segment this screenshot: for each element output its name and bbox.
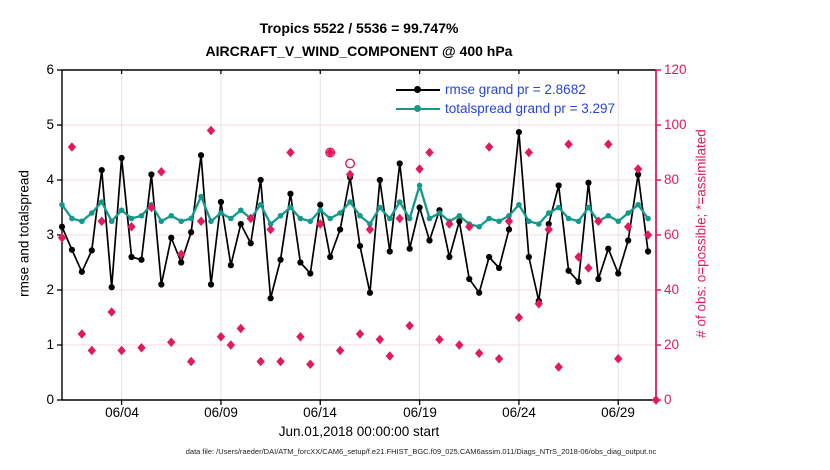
right-ytick-60: 60: [664, 227, 680, 242]
rmse-marker-icon: [414, 86, 421, 93]
left-ytick-3: 3: [46, 227, 54, 242]
right-ytick-0: 0: [664, 392, 672, 407]
left-ytick-0: 0: [46, 392, 54, 407]
left-ytick-2: 2: [46, 282, 54, 297]
totalspread-line-sample: [396, 105, 440, 112]
right-ytick-20: 20: [664, 337, 680, 352]
rmse-line-sample: [396, 86, 440, 93]
xtick-0619: 06/19: [403, 405, 437, 420]
totalspread-marker-icon: [414, 105, 421, 112]
left-ytick-5: 5: [46, 117, 54, 132]
chart-subtitle: AIRCRAFT_V_WIND_COMPONENT @ 400 hPa: [205, 43, 513, 59]
xtick-0624: 06/24: [502, 405, 536, 420]
right-ytick-120: 120: [664, 62, 687, 77]
left-ytick-1: 1: [46, 337, 54, 352]
x-axis-label: Jun.01,2018 00:00:00 start: [278, 424, 440, 439]
right-ytick-100: 100: [664, 117, 687, 132]
legend-label-rmse: rmse grand pr = 2.8682: [445, 82, 586, 97]
left-ytick-4: 4: [46, 172, 54, 187]
right-ytick-40: 40: [664, 282, 680, 297]
legend-entry-totalspread: totalspread grand pr = 3.297: [396, 99, 615, 118]
xtick-0629: 06/29: [601, 405, 635, 420]
chart-title: Tropics 5522 / 5536 = 99.747%: [259, 20, 459, 36]
xtick-0609: 06/09: [204, 405, 238, 420]
data-file-path: data file: /Users/raeder/DAI/ATM_forcXX/…: [185, 447, 657, 456]
xtick-0604: 06/04: [105, 405, 139, 420]
legend-label-totalspread: totalspread grand pr = 3.297: [445, 101, 615, 116]
right-ytick-80: 80: [664, 172, 680, 187]
xtick-0614: 06/14: [303, 405, 337, 420]
legend-entry-rmse: rmse grand pr = 2.8682: [396, 80, 615, 99]
left-ytick-6: 6: [46, 62, 54, 77]
legend: rmse grand pr = 2.8682 totalspread grand…: [396, 80, 615, 118]
